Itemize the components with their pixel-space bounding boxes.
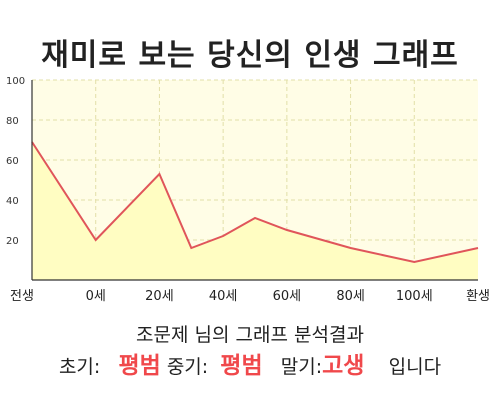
x-tick-label: 20세 [145,289,174,304]
y-tick-label: 40 [6,196,19,207]
mid-value: 평범 [220,353,263,379]
early-label: 초기: [58,356,101,378]
y-tick-label: 100 [6,76,25,87]
late-label: 말기: [280,356,323,378]
x-tick-label: 전생 [10,289,34,304]
x-tick-label: 100세 [396,289,433,304]
area-fill [32,142,478,280]
y-tick-label: 20 [6,236,19,247]
mid-label: 중기: [166,356,209,378]
x-tick-label: 60세 [273,289,302,304]
y-tick-label: 60 [6,156,19,167]
chart-title: 재미로 보는 당신의 인생 그래프 [41,38,459,73]
x-tick-label: 80세 [336,289,365,304]
summary-suffix: 님의 그래프 분석결과 [194,324,364,346]
y-tick-label: 80 [6,116,19,127]
result-ending: 입니다 [388,356,442,378]
analysis-result: 초기: 평범 중기: 평범 말기:고생 입니다 [0,346,500,380]
user-name: 조문제 [136,324,189,346]
x-tick-label: 환생 [466,289,490,304]
life-graph-chart: 20 40 60 80 100 전생 0세 20세 40세 60세 80세 100세 환생 [6,76,490,304]
late-value: 고생 [322,353,365,379]
x-tick-label: 0세 [86,289,106,304]
tick-labels: 20 40 60 80 100 전생 0세 20세 40세 60세 80세 100세 환생 [6,76,490,304]
series-line [31,141,479,264]
grid-lines [32,79,478,280]
early-value: 평범 [118,353,161,379]
analysis-summary: 조문제 님의 그래프 분석결과 [0,320,500,347]
x-tick-label: 40세 [209,289,238,304]
